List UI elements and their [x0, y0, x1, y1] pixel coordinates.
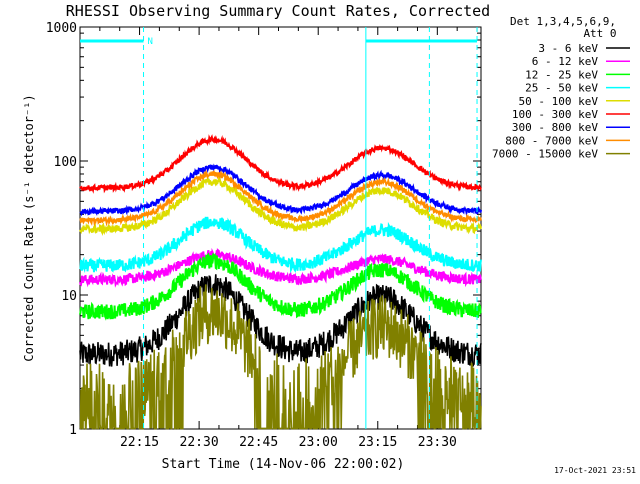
- series-line-4: [79, 216, 482, 274]
- chart-title: RHESSI Observing Summary Count Rates, Co…: [66, 2, 490, 20]
- legend-header-line1: Det 1,3,4,5,6,9,: [510, 15, 616, 28]
- legend-label-4: 25 - 50 keV: [525, 82, 598, 95]
- legend-label-1: 3 - 6 keV: [538, 42, 598, 55]
- legend-label-2: 6 - 12 keV: [532, 55, 599, 68]
- legend-label-9: 7000 - 15000 keV: [492, 148, 598, 161]
- y-axis-label: Corrected Count Rate (s⁻¹ detector⁻¹): [22, 94, 36, 361]
- series-line-6: [79, 134, 482, 194]
- y-tick-label: 10: [61, 289, 77, 304]
- series-line-2: [79, 247, 482, 288]
- legend-label-6: 100 - 300 keV: [512, 108, 598, 121]
- series-line-3: [79, 252, 482, 321]
- series-line-8: [79, 169, 482, 227]
- legend-header-line2: Att 0: [583, 27, 616, 40]
- marker-annotation: N: [148, 37, 153, 47]
- x-axis-label: Start Time (14-Nov-06 22:00:02): [162, 457, 405, 472]
- x-tick-label: 23:30: [418, 435, 457, 450]
- plot-area: 1 10 100 1000 22:15 22:30 22:45 23:00 23:15 23:30…: [46, 21, 482, 450]
- legend-label-3: 12 - 25 keV: [525, 68, 598, 81]
- series-line-1: [79, 274, 482, 368]
- y-tick-label: 1: [69, 423, 77, 438]
- series-line-5: [79, 175, 482, 236]
- render-timestamp: 17-Oct-2021 23:51: [554, 466, 636, 475]
- x-tick-label: 23:15: [358, 435, 397, 450]
- series-line-9: [79, 284, 482, 430]
- y-tick-label: 1000: [46, 21, 77, 36]
- y-tick-label: 100: [54, 155, 77, 170]
- legend-label-8: 800 - 7000 keV: [505, 134, 598, 147]
- series-line-7: [79, 163, 482, 217]
- x-tick-label: 22:15: [120, 435, 159, 450]
- x-tick-label: 23:00: [299, 435, 338, 450]
- legend-label-7: 300 - 800 keV: [512, 121, 598, 134]
- legend-label-5: 50 - 100 keV: [519, 95, 599, 108]
- x-tick-label: 22:30: [180, 435, 219, 450]
- x-tick-label: 22:45: [239, 435, 278, 450]
